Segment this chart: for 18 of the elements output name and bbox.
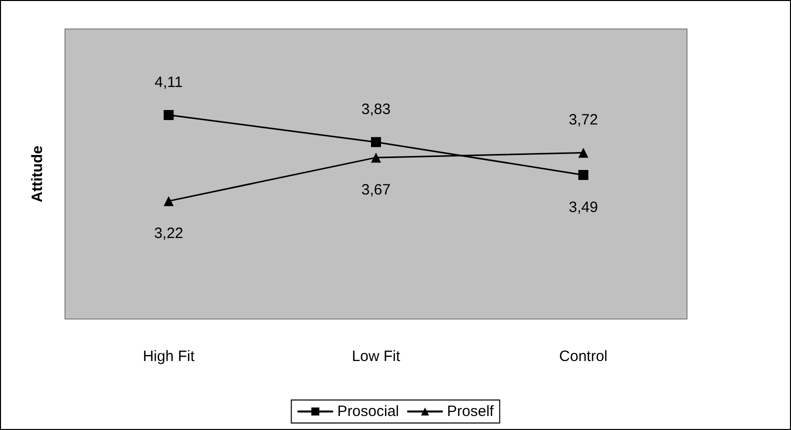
x-tick-label: Control	[559, 348, 608, 365]
point	[371, 152, 381, 163]
point	[164, 196, 174, 206]
data-label: 4,11	[154, 74, 183, 92]
data-label: 3,67	[361, 182, 391, 199]
data-label: 3,49	[568, 198, 598, 216]
data-label: 3,72	[568, 112, 598, 129]
x-tick-label: Low Fit	[352, 348, 401, 365]
data-label: 3,22	[154, 225, 184, 242]
point	[578, 170, 588, 180]
legend-label: Proself	[447, 403, 495, 420]
point	[164, 110, 174, 120]
point	[371, 137, 381, 148]
legend-label: Prosocial	[337, 403, 400, 420]
y-axis-title: Attitude	[29, 146, 46, 202]
data-label: 3,83	[361, 101, 391, 118]
point	[578, 148, 588, 158]
x-tick-label: High Fit	[142, 348, 196, 365]
